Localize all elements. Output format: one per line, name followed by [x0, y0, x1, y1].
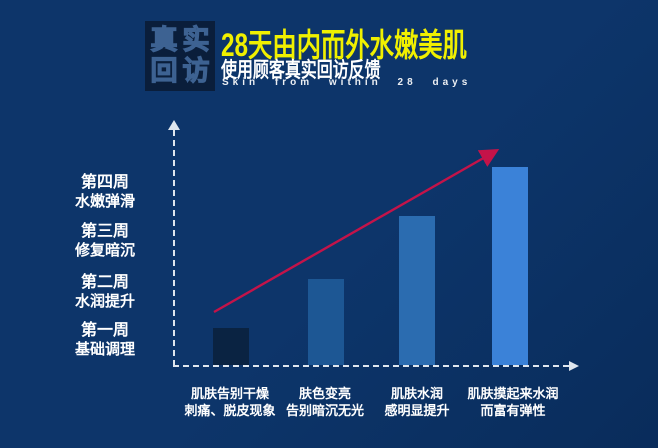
x-label-2-line1: 肤色变亮 [298, 386, 351, 401]
y-label-week-4-desc: 水嫩弹滑 [74, 193, 135, 210]
y-label-week-3-desc: 修复暗沉 [74, 242, 135, 259]
bar-week-2 [308, 279, 344, 365]
y-axis-line [173, 130, 175, 366]
badge-text-line1: 真实 [150, 24, 215, 55]
y-label-week-4-title: 第四周 [80, 174, 129, 191]
x-axis-arrowhead-icon [569, 361, 579, 371]
x-label-1-line1: 肌肤告别干燥 [190, 386, 269, 401]
badge-text-line2: 回访 [150, 55, 215, 86]
x-label-3-line1: 肌肤水润 [390, 386, 443, 401]
y-axis-arrowhead-icon [168, 120, 180, 130]
y-label-week-3-title: 第三周 [80, 223, 129, 240]
x-label-4-line1: 肌肤摸起来水润 [467, 386, 559, 401]
y-label-week-1-title: 第一周 [80, 322, 129, 339]
bar-week-1 [213, 328, 249, 365]
x-axis-line [173, 365, 569, 367]
y-label-week-1: 第一周 基础调理 [44, 322, 166, 358]
y-label-week-4: 第四周 水嫩弹滑 [44, 174, 166, 210]
y-label-week-2-title: 第二周 [80, 274, 129, 291]
y-label-week-2-desc: 水润提升 [74, 293, 135, 310]
y-label-week-2: 第二周 水润提升 [44, 274, 166, 310]
x-label-3-line2: 感明显提升 [384, 403, 450, 418]
badge-real-feedback: 真实 回访 [145, 21, 215, 91]
tagline-english: Skin from within 28 days [222, 77, 472, 88]
x-label-1-line2: 刺痛、脱皮现象 [184, 403, 276, 418]
x-label-4: 肌肤摸起来水润 而富有弹性 [431, 385, 595, 419]
page-subtitle: 使用顾客真实回访反馈 [221, 59, 381, 82]
x-label-2: 肤色变亮 告别暗沉无光 [243, 385, 407, 419]
bar-week-3 [399, 216, 435, 365]
x-label-2-line2: 告别暗沉无光 [285, 403, 364, 418]
bar-week-4 [492, 167, 528, 365]
x-label-4-line2: 而富有弹性 [480, 403, 546, 418]
x-label-1: 肌肤告别干燥 刺痛、脱皮现象 [148, 385, 312, 419]
y-label-week-1-desc: 基础调理 [74, 341, 135, 358]
y-label-week-3: 第三周 修复暗沉 [44, 223, 166, 259]
x-label-3: 肌肤水润 感明显提升 [335, 385, 499, 419]
page-title: 28天由内而外水嫩美肌 [221, 27, 467, 63]
